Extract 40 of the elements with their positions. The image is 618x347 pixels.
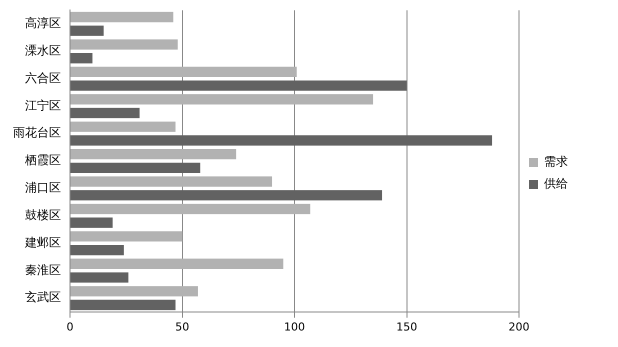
bar (70, 258, 284, 269)
y-tick-label: 玄武区 (25, 290, 61, 304)
bar (70, 80, 407, 91)
legend-label: 供给 (544, 176, 568, 191)
bar (70, 218, 113, 228)
bar (70, 122, 176, 132)
bar (70, 190, 382, 200)
x-tick-label: 150 (396, 320, 418, 334)
y-tick-label: 秦淮区 (25, 262, 61, 277)
x-tick-label: 100 (284, 320, 305, 334)
bar (70, 135, 492, 146)
bar (70, 244, 124, 256)
bar (70, 53, 92, 64)
x-tick-label: 0 (66, 320, 74, 334)
y-tick-label: 雨花台区 (13, 126, 61, 140)
y-tick-label: 高淳区 (25, 16, 61, 30)
bar (70, 162, 200, 173)
bar (70, 12, 174, 22)
legend-label: 需求 (544, 154, 568, 169)
bar (70, 286, 198, 296)
y-tick-label: 栖霞区 (24, 153, 61, 168)
bar (70, 94, 374, 104)
bar (70, 26, 104, 36)
y-tick-label: 浦口区 (25, 180, 61, 195)
bar (70, 300, 176, 310)
y-tick-label: 六合区 (25, 70, 61, 85)
y-tick-label: 建邺区 (24, 235, 61, 250)
bar (70, 272, 128, 283)
y-tick-label: 江宁区 (25, 98, 61, 112)
x-tick-label: 200 (508, 320, 530, 334)
bar (70, 108, 140, 118)
y-tick-label: 溧水区 (25, 43, 61, 58)
bar (70, 231, 182, 242)
bar (70, 66, 297, 78)
bar (70, 204, 310, 214)
bar (70, 176, 272, 187)
y-tick-label: 鼓楼区 (25, 208, 61, 222)
bar (70, 39, 178, 50)
x-tick-label: 50 (175, 320, 190, 334)
bar (70, 149, 236, 160)
